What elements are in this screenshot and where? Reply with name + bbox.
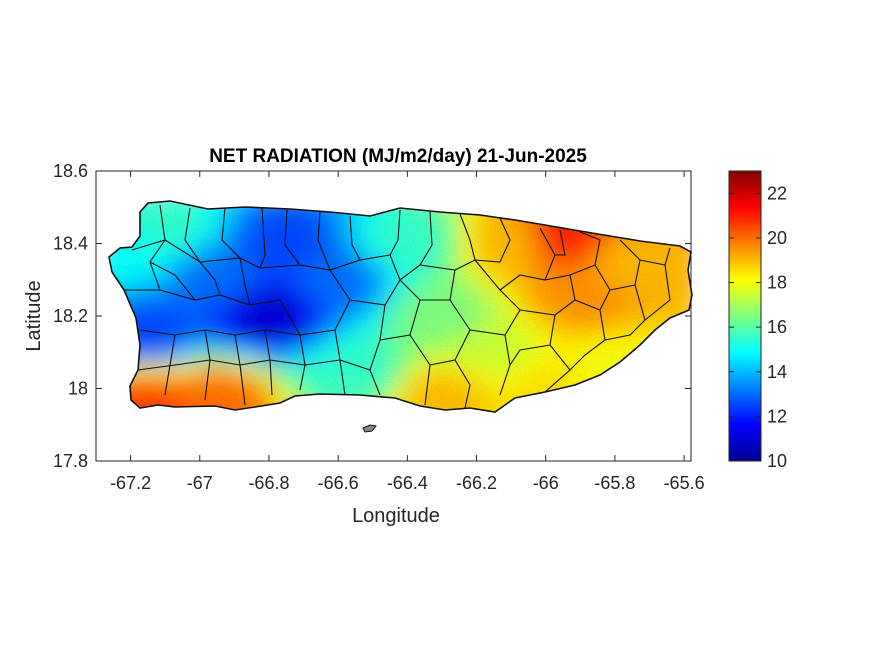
map-title: NET RADIATION (MJ/m2/day) 21-Jun-2025: [209, 146, 587, 167]
colorbar-tick-label: 14: [767, 362, 787, 382]
y-tick-label: 18.2: [53, 306, 88, 326]
x-tick-label: -65.6: [664, 473, 705, 493]
x-tick-label: -66.6: [318, 473, 359, 493]
island-outline: [108, 200, 693, 413]
y-tick-label: 18.6: [53, 161, 88, 181]
x-tick-label: -67.2: [110, 473, 151, 493]
x-tick-label: -66.2: [456, 473, 497, 493]
y-tick-label: 18.4: [53, 234, 88, 254]
y-tick-label: 17.8: [53, 451, 88, 471]
offshore-islet: [362, 424, 377, 433]
x-tick-label: -66.8: [248, 473, 289, 493]
y-axis-ticks: 17.8 18 18.2 18.4 18.6: [53, 161, 691, 471]
x-axis-label: Longitude: [352, 505, 440, 527]
colorbar-ticks: 10 12 14 16 18 20 22: [729, 183, 787, 471]
x-tick-label: -65.8: [594, 473, 635, 493]
colorbar: [728, 170, 762, 462]
colorbar-tick-label: 20: [767, 228, 787, 248]
y-axis-label: Latitude: [23, 280, 45, 351]
x-axis-ticks: -67.2 -67 -66.8 -66.6 -66.4 -66.2 -66 -65.8 -65.…: [110, 171, 705, 493]
colorbar-tick-label: 10: [767, 451, 787, 471]
colorbar-tick-label: 16: [767, 317, 787, 337]
municipality-boundaries: [124, 204, 671, 409]
colorbar-tick-label: 12: [767, 406, 787, 426]
colorbar-tick-label: 18: [767, 273, 787, 293]
x-tick-label: -67: [187, 473, 213, 493]
colorbar-tick-label: 22: [767, 183, 787, 203]
x-tick-label: -66: [533, 473, 559, 493]
y-tick-label: 18: [68, 379, 88, 399]
x-tick-label: -66.4: [387, 473, 428, 493]
